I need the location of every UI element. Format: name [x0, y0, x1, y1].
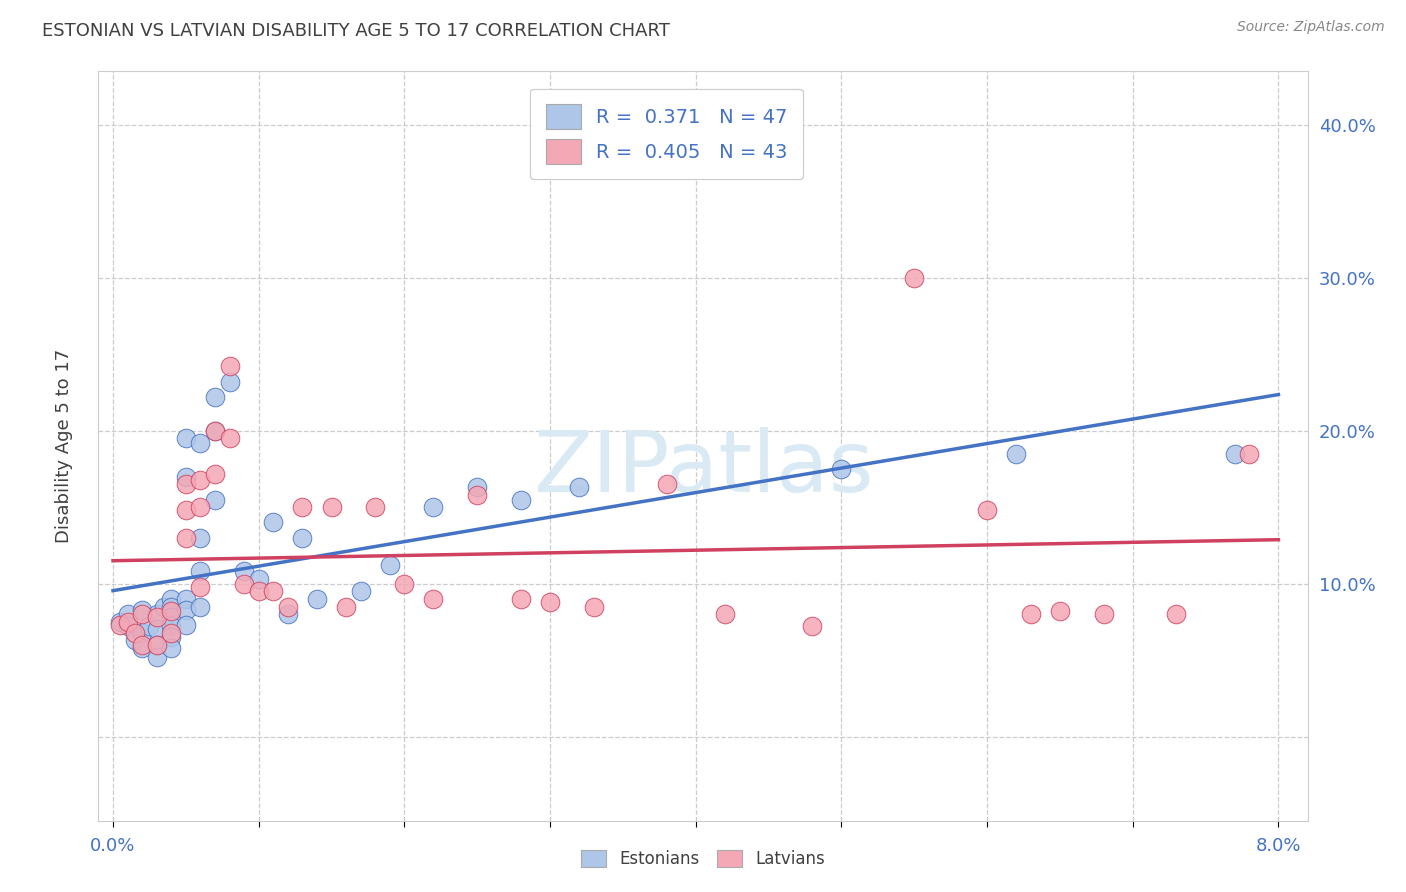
Point — [247, 584, 270, 599]
Point — [277, 599, 299, 614]
Point — [190, 473, 212, 487]
Point — [160, 619, 183, 633]
Point — [1223, 447, 1246, 461]
Text: ESTONIAN VS LATVIAN DISABILITY AGE 5 TO 17 CORRELATION CHART: ESTONIAN VS LATVIAN DISABILITY AGE 5 TO … — [42, 22, 671, 40]
Point — [204, 390, 226, 404]
Point — [174, 618, 197, 632]
Point — [190, 436, 212, 450]
Point — [247, 572, 270, 586]
Point — [830, 462, 852, 476]
Point — [160, 599, 183, 614]
Point — [145, 638, 167, 652]
Point — [1019, 607, 1042, 622]
Point — [218, 375, 240, 389]
Point — [1049, 604, 1071, 618]
Point — [422, 500, 444, 515]
Point — [174, 431, 197, 445]
Point — [218, 431, 240, 445]
Point — [145, 607, 167, 622]
Point — [262, 516, 284, 530]
Point — [160, 610, 183, 624]
Point — [174, 477, 197, 491]
Point — [174, 503, 197, 517]
Point — [160, 625, 183, 640]
Point — [538, 595, 561, 609]
Point — [110, 618, 132, 632]
Legend: R =  0.371   N = 47, R =  0.405   N = 43: R = 0.371 N = 47, R = 0.405 N = 43 — [530, 88, 803, 179]
Point — [145, 610, 167, 624]
Point — [174, 591, 197, 606]
Point — [714, 607, 737, 622]
Point — [131, 607, 153, 622]
Point — [218, 359, 240, 374]
Point — [131, 640, 153, 655]
Point — [350, 584, 373, 599]
Point — [117, 615, 139, 629]
Point — [233, 565, 256, 579]
Point — [1092, 607, 1115, 622]
Y-axis label: Disability Age 5 to 17: Disability Age 5 to 17 — [55, 349, 73, 543]
Point — [509, 492, 531, 507]
Point — [160, 630, 183, 644]
Point — [160, 604, 183, 618]
Point — [204, 467, 226, 481]
Point — [204, 424, 226, 438]
Point — [124, 625, 146, 640]
Text: ZIPatlas: ZIPatlas — [533, 427, 873, 510]
Point — [233, 576, 256, 591]
Point — [204, 424, 226, 438]
Point — [145, 638, 167, 652]
Point — [190, 531, 212, 545]
Point — [190, 599, 212, 614]
Point — [903, 270, 925, 285]
Point — [174, 469, 197, 483]
Point — [465, 488, 488, 502]
Point — [422, 591, 444, 606]
Point — [131, 625, 153, 640]
Point — [262, 584, 284, 599]
Legend: Estonians, Latvians: Estonians, Latvians — [575, 843, 831, 875]
Point — [1166, 607, 1188, 622]
Point — [160, 591, 183, 606]
Point — [117, 619, 139, 633]
Point — [655, 477, 678, 491]
Point — [568, 480, 591, 494]
Point — [153, 599, 176, 614]
Point — [190, 580, 212, 594]
Point — [291, 500, 314, 515]
Point — [378, 558, 401, 573]
Text: Source: ZipAtlas.com: Source: ZipAtlas.com — [1237, 20, 1385, 34]
Point — [394, 576, 416, 591]
Point — [145, 623, 167, 637]
Point — [1005, 447, 1028, 461]
Point — [291, 531, 314, 545]
Point — [465, 480, 488, 494]
Point — [190, 565, 212, 579]
Point — [138, 619, 160, 633]
Point — [335, 599, 357, 614]
Point — [582, 599, 605, 614]
Point — [801, 619, 824, 633]
Point — [1239, 447, 1261, 461]
Point — [174, 531, 197, 545]
Point — [117, 607, 139, 622]
Point — [277, 607, 299, 622]
Point — [976, 503, 998, 517]
Point — [131, 638, 153, 652]
Point — [204, 492, 226, 507]
Point — [509, 591, 531, 606]
Point — [190, 500, 212, 515]
Point — [305, 591, 328, 606]
Point — [145, 650, 167, 665]
Point — [174, 602, 197, 616]
Point — [364, 500, 387, 515]
Point — [160, 640, 183, 655]
Point — [110, 615, 132, 629]
Point — [131, 602, 153, 616]
Point — [321, 500, 343, 515]
Point — [124, 633, 146, 648]
